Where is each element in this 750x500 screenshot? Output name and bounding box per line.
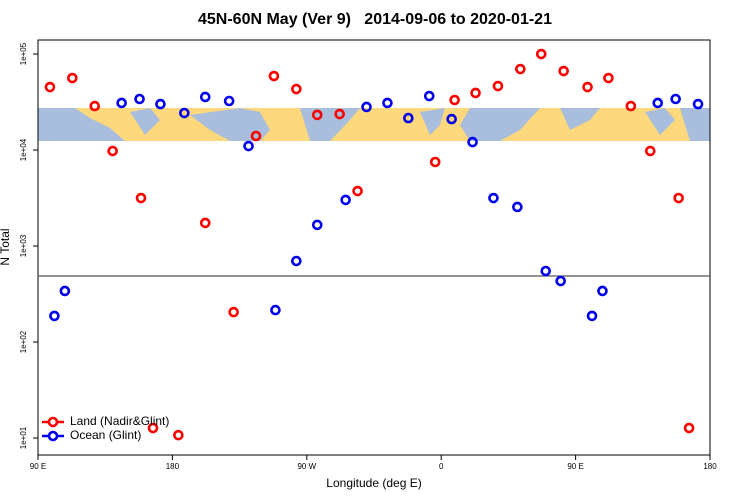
- point: [59, 285, 71, 297]
- x-tick-label: 90 W: [297, 462, 316, 471]
- plot-frame: [37, 39, 711, 456]
- point: [446, 113, 457, 125]
- point: [515, 63, 526, 75]
- point: [603, 72, 614, 84]
- point: [597, 285, 608, 297]
- point: [683, 422, 695, 434]
- point: [291, 255, 302, 267]
- point: [467, 136, 478, 148]
- point: [625, 100, 637, 112]
- point: [512, 201, 523, 213]
- point: [311, 109, 323, 121]
- point: [155, 98, 166, 110]
- point: [223, 95, 235, 107]
- legend-label: Land (Nadir&Glint): [70, 414, 169, 428]
- point: [403, 112, 414, 124]
- x-axis-label: Longitude (deg E): [326, 476, 421, 490]
- x-tick-label: 90 E: [567, 462, 583, 471]
- map-band: [38, 108, 710, 141]
- point: [268, 70, 280, 82]
- point: [352, 185, 363, 197]
- y-tick-label: 1e+03: [19, 234, 28, 257]
- point: [179, 107, 190, 119]
- point: [199, 217, 211, 229]
- point: [44, 81, 56, 93]
- point: [243, 140, 254, 152]
- point: [116, 97, 127, 109]
- chart-title: 45N-60N May (Ver 9) 2014-09-06 to 2020-0…: [198, 11, 552, 28]
- point: [270, 304, 281, 316]
- point: [334, 108, 345, 120]
- y-axis-label: N Total: [0, 228, 12, 265]
- point: [199, 91, 211, 103]
- point: [107, 145, 118, 157]
- point: [449, 94, 460, 106]
- point: [173, 429, 184, 441]
- point: [555, 275, 566, 287]
- point: [134, 93, 145, 105]
- point: [673, 192, 684, 204]
- point: [488, 192, 499, 204]
- point: [652, 97, 664, 109]
- y-tick-label: 1e+05: [19, 42, 28, 65]
- x-tick-label: 0: [439, 462, 444, 471]
- legend-label: Ocean (Glint): [70, 428, 141, 442]
- point: [135, 192, 147, 204]
- point: [49, 310, 60, 322]
- y-tick-label: 1e+02: [19, 330, 28, 353]
- point: [586, 310, 598, 322]
- x-tick-label: 90 E: [30, 462, 46, 471]
- point: [470, 87, 481, 99]
- legend-marker: [47, 430, 59, 442]
- legend-marker: [47, 416, 59, 428]
- point: [582, 81, 593, 93]
- point: [540, 265, 552, 277]
- point: [535, 48, 547, 60]
- x-tick-label: 180: [166, 462, 180, 471]
- point: [644, 145, 656, 157]
- point: [67, 72, 78, 84]
- point: [228, 306, 239, 318]
- x-tick-label: 180: [703, 462, 717, 471]
- y-tick-label: 1e+04: [19, 138, 28, 161]
- point: [382, 97, 393, 109]
- point: [492, 80, 504, 92]
- point: [670, 93, 681, 105]
- point: [429, 156, 441, 168]
- point: [361, 101, 372, 113]
- point: [311, 219, 323, 231]
- point: [89, 100, 101, 112]
- point: [291, 83, 302, 95]
- point: [147, 422, 159, 434]
- map-land: [38, 108, 710, 141]
- point: [692, 98, 704, 110]
- point: [558, 65, 569, 77]
- point: [423, 90, 435, 102]
- point: [250, 130, 262, 142]
- y-tick-label: 1e+01: [19, 426, 28, 449]
- point: [340, 194, 351, 206]
